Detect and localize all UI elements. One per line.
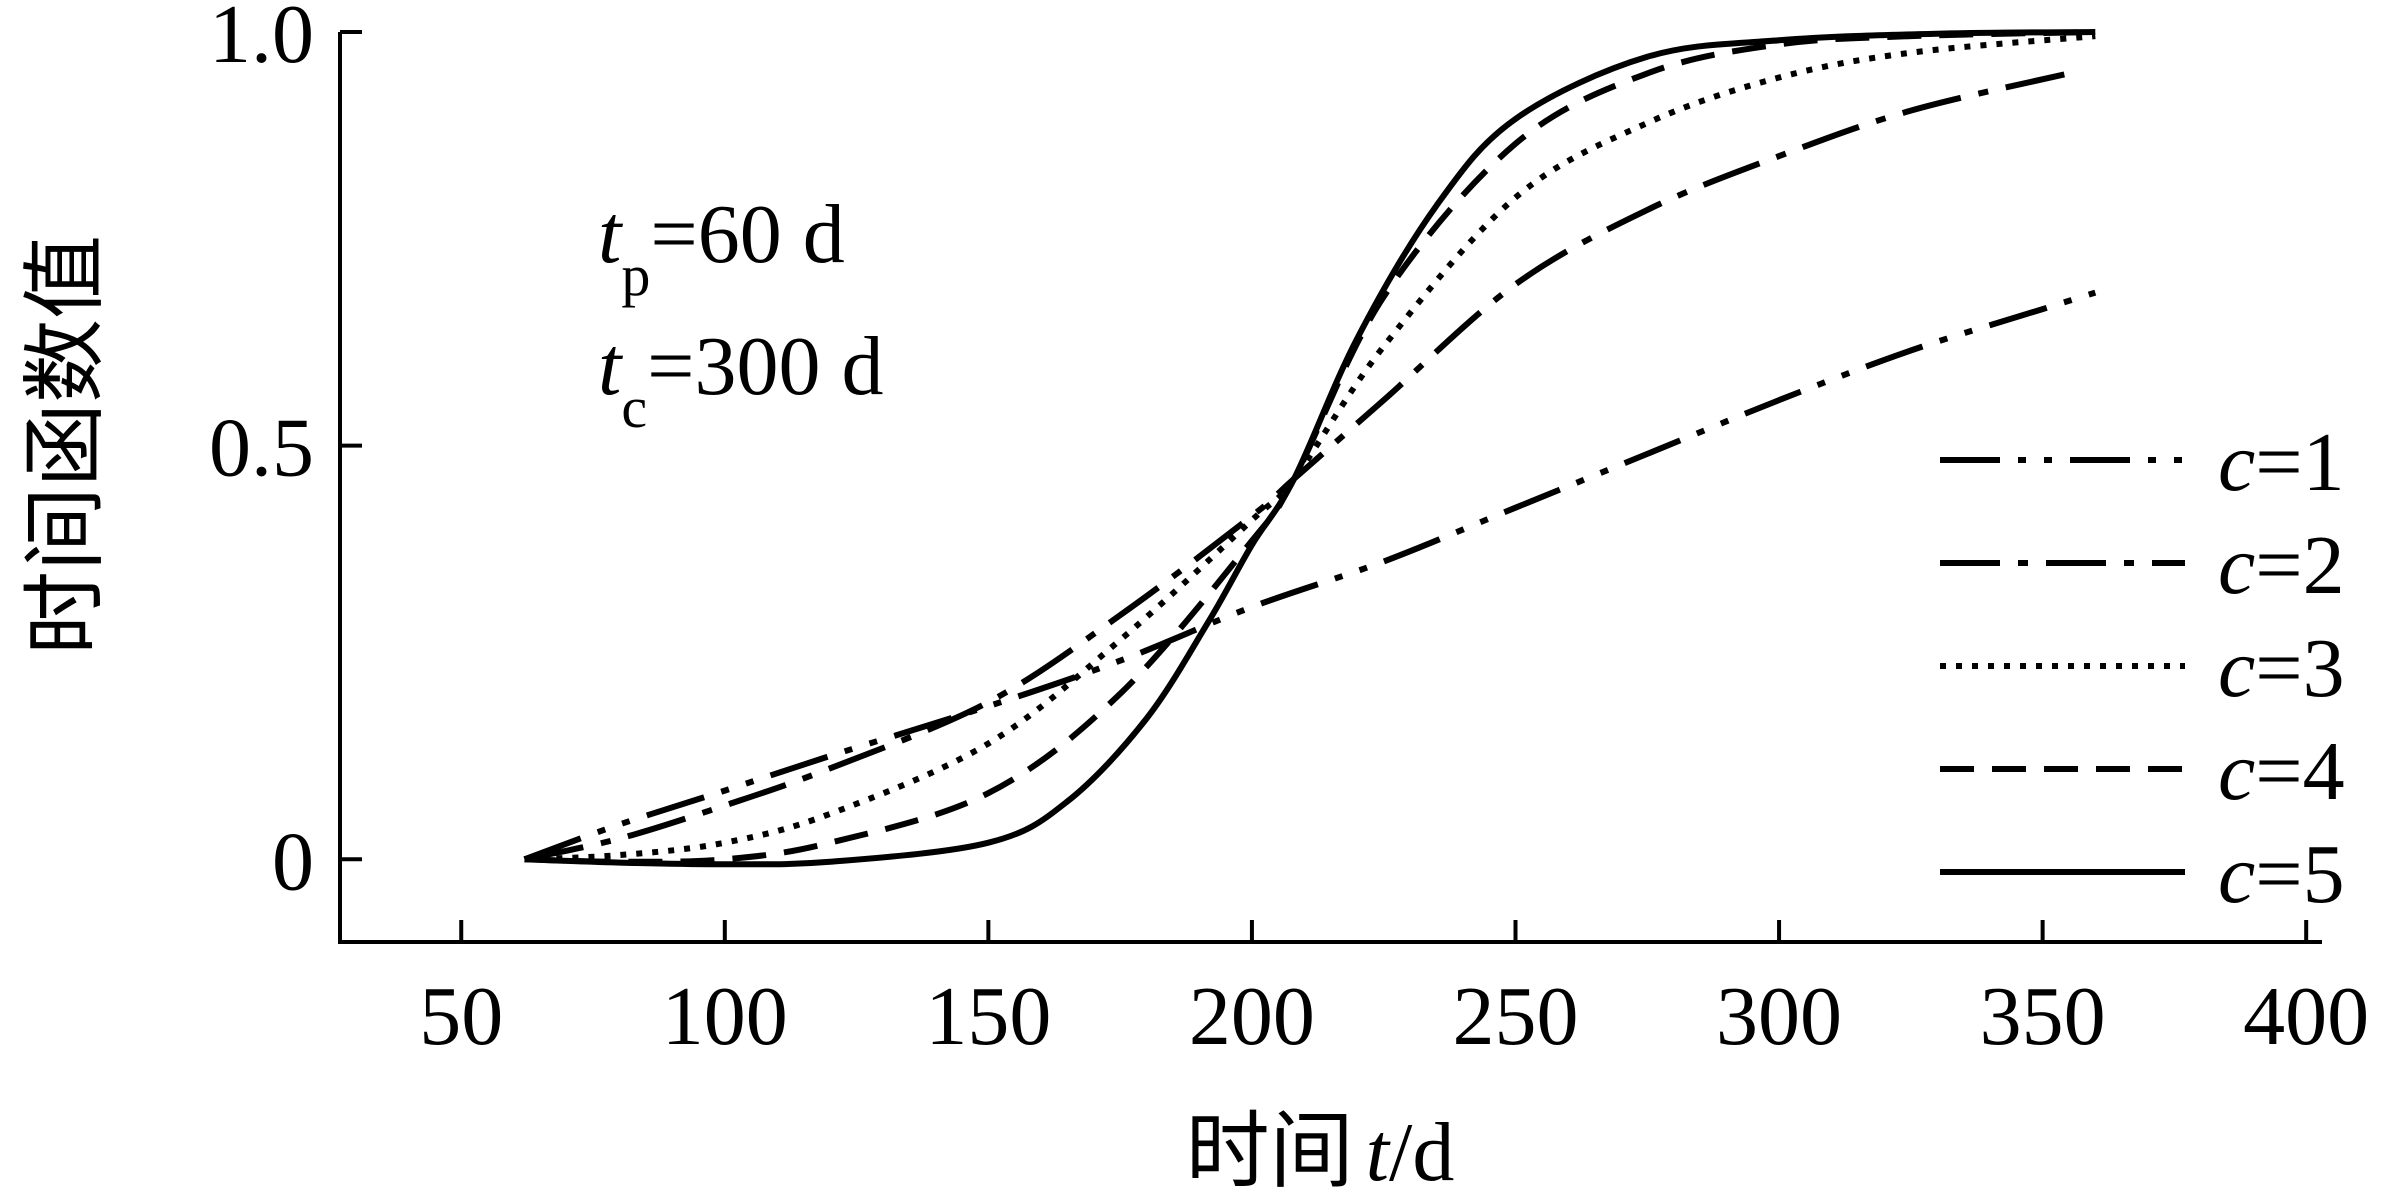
x-axis-title: 时间 t/d (1186, 1102, 1455, 1200)
x-axis-title-unit: /d (1389, 1106, 1454, 1199)
legend-value: =2 (2255, 519, 2344, 612)
annotation-p: tp=60 d (598, 188, 845, 308)
legend-value: =3 (2255, 622, 2344, 715)
legend-var: c (2218, 828, 2255, 921)
legend-label-c4: c=4 (2218, 725, 2345, 818)
x-tick-label: 100 (662, 970, 788, 1063)
axes: 50 100 150 200 250 300 350 400 0 0.5 1.0 (209, 0, 2369, 1063)
legend-value: =4 (2255, 725, 2344, 818)
annotation-var: t (598, 188, 624, 281)
legend-label-c1: c=1 (2218, 416, 2345, 509)
legend-var: c (2218, 725, 2255, 818)
legend-label-c3: c=3 (2218, 622, 2345, 715)
annotation-sub: p (621, 243, 650, 308)
y-axis-title: 时间函数值 (16, 235, 114, 655)
annotation-value: =300 d (647, 320, 883, 413)
legend-value: =5 (2255, 828, 2344, 921)
y-tick-label: 0.5 (209, 402, 314, 495)
y-tick-label: 0 (272, 815, 314, 908)
x-tick-label: 50 (419, 970, 503, 1063)
series-line-c2 (523, 70, 2070, 863)
x-tick-label: 250 (1452, 970, 1578, 1063)
legend-var: c (2218, 622, 2255, 715)
legend-label-c5: c=5 (2218, 828, 2345, 921)
legend-value: =1 (2255, 416, 2344, 509)
x-axis-title-var: t (1366, 1106, 1392, 1199)
legend: c=1c=2c=3c=4c=5 (1940, 416, 2345, 921)
annotation-value: =60 d (650, 188, 844, 281)
x-tick-label: 200 (1189, 970, 1315, 1063)
legend-label-c2: c=2 (2218, 519, 2345, 612)
annotation-sub: c (621, 375, 647, 440)
axis-lines (338, 32, 2322, 944)
legend-var: c (2218, 416, 2255, 509)
x-tick-label: 300 (1716, 970, 1842, 1063)
annotation-c: tc=300 d (598, 320, 883, 440)
series-line-c1 (523, 289, 2097, 863)
legend-var: c (2218, 519, 2255, 612)
series-line-c5 (524, 29, 2096, 868)
x-tick-label: 400 (2243, 970, 2369, 1063)
y-tick-label: 1.0 (209, 0, 314, 81)
annotations: tp=60 dtc=300 d (598, 188, 883, 440)
plot-area (523, 29, 2097, 868)
x-tick-label: 350 (1980, 970, 2106, 1063)
x-axis-title-prefix: 时间 (1186, 1102, 1354, 1200)
x-tick-label: 150 (925, 970, 1051, 1063)
annotation-var: t (598, 320, 624, 413)
